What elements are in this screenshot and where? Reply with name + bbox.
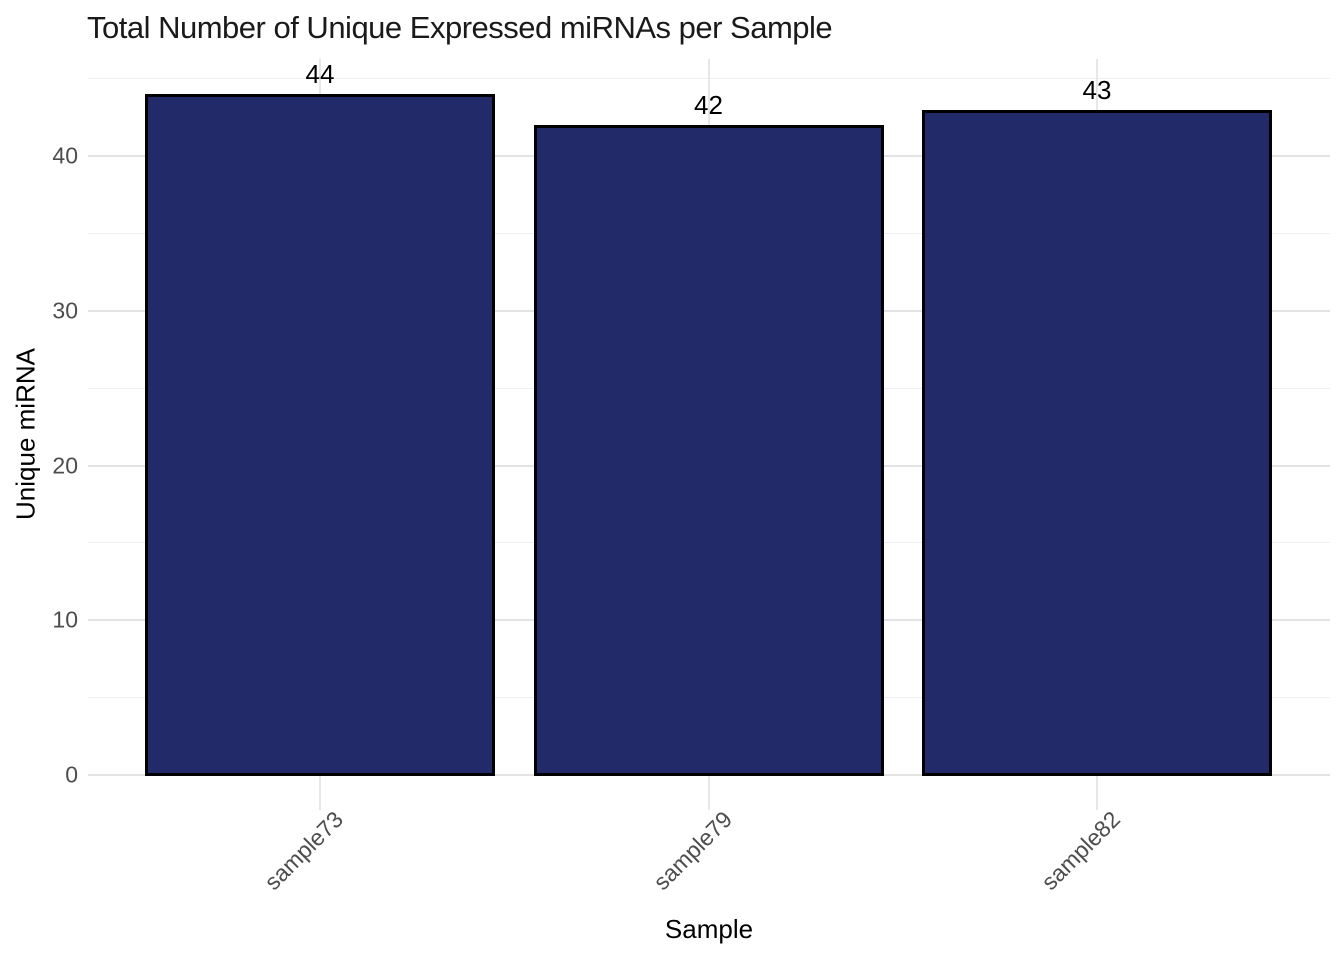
x-tick-label-sample79: sample79: [647, 806, 737, 895]
y-tick-label-40: 40: [52, 142, 78, 169]
x-tick-label-sample73: sample73: [259, 806, 349, 895]
x-tick-label-sample82: sample82: [1036, 806, 1126, 895]
bar-sample82: [922, 109, 1272, 777]
y-tick-label-30: 30: [52, 297, 78, 324]
bar-sample73: [145, 94, 495, 777]
y-tick-label-10: 10: [52, 606, 78, 633]
bar-value-label-sample79: 42: [694, 90, 723, 121]
y-tick-label-0: 0: [65, 761, 78, 788]
y-axis-title: Unique miRNA: [10, 348, 41, 520]
y-tick-label-20: 20: [52, 452, 78, 478]
x-axis-title: Sample: [664, 914, 754, 944]
bar-sample79: [533, 125, 884, 777]
bar-value-label-sample73: 44: [305, 59, 335, 90]
bar-value-label-sample82: 43: [1082, 74, 1112, 105]
chart-title: Total Number of Unique Expressed miRNAs …: [87, 10, 833, 45]
